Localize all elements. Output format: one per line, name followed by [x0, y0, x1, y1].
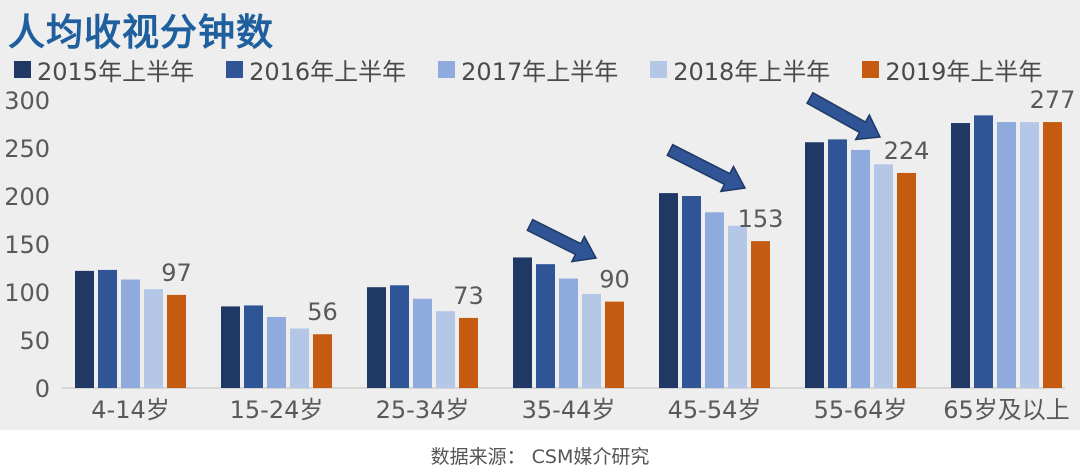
- legend-label-2016: 2016年上半年: [249, 58, 407, 86]
- bar: [459, 317, 478, 388]
- y-tick-label: 150: [4, 231, 50, 259]
- data-label: 153: [738, 205, 784, 233]
- bar: [728, 225, 747, 388]
- legend-item-2019: 2019年上半年: [862, 52, 1042, 87]
- bar: [974, 115, 993, 389]
- bar: [267, 316, 286, 388]
- x-tick-label: 25-34岁: [376, 396, 470, 424]
- bar: [559, 278, 578, 388]
- bar: [951, 123, 970, 388]
- bar: [682, 196, 701, 388]
- bar: [751, 241, 770, 388]
- bar: [221, 306, 240, 388]
- trend-arrow-icon: [806, 91, 882, 141]
- bar: [997, 122, 1016, 388]
- x-tick-label: 15-24岁: [230, 396, 324, 424]
- trend-arrow-icon: [526, 218, 598, 263]
- bar: [167, 294, 186, 388]
- bar: [144, 289, 163, 388]
- legend-item-2016: 2016年上半年: [226, 52, 406, 87]
- bar: [1043, 122, 1062, 388]
- data-label: 277: [1030, 86, 1076, 114]
- legend-label-2018: 2018年上半年: [673, 58, 831, 86]
- chart-title: 人均收视分钟数: [8, 11, 274, 54]
- legend-label-2019: 2019年上半年: [885, 58, 1043, 86]
- x-tick-label: 35-44岁: [522, 396, 616, 424]
- bar: [605, 301, 624, 388]
- legend-swatch-2016: [226, 61, 244, 78]
- x-tick-label: 55-64岁: [814, 396, 908, 424]
- bar: [1020, 122, 1039, 388]
- y-tick-label: 200: [4, 183, 50, 211]
- x-tick-label: 45-54岁: [668, 396, 762, 424]
- legend-label-2015: 2015年上半年: [37, 58, 195, 86]
- bar: [828, 139, 847, 388]
- data-label: 56: [307, 298, 338, 326]
- y-tick-label: 300: [4, 87, 50, 115]
- data-label: 97: [161, 259, 192, 287]
- bar: [851, 149, 870, 388]
- legend-item-2015: 2015年上半年: [14, 52, 194, 87]
- legend-label-2017: 2017年上半年: [461, 58, 619, 86]
- y-tick-label: 0: [35, 375, 50, 403]
- bar: [121, 279, 140, 388]
- bar: [897, 172, 916, 388]
- data-label: 90: [599, 266, 630, 294]
- bar: [436, 311, 455, 388]
- bar: [244, 305, 263, 388]
- bar: [313, 334, 332, 388]
- bar: [98, 269, 117, 388]
- bar: [513, 257, 532, 388]
- legend-swatch-2017: [438, 61, 456, 78]
- bar: [390, 285, 409, 388]
- legend-swatch-2018: [650, 61, 668, 78]
- data-label: 73: [453, 282, 484, 310]
- data-source-note: 数据来源： CSM媒介研究: [430, 446, 650, 468]
- legend-swatch-2015: [14, 61, 31, 78]
- bar: [874, 164, 893, 388]
- y-tick-label: 250: [4, 135, 50, 163]
- bar: [659, 193, 678, 388]
- bar: [805, 142, 824, 388]
- trend-arrow-icon: [666, 143, 747, 193]
- legend-item-2017: 2017年上半年: [438, 52, 618, 87]
- bar-chart: 0 50 100 150 200 250 300 4-14岁 97 15-24岁 56 25-34岁 7…: [4, 86, 1076, 424]
- data-label: 224: [884, 137, 930, 165]
- bar: [582, 293, 601, 388]
- legend-item-2018: 2018年上半年: [650, 52, 830, 87]
- x-tick-label: 65岁及以上: [943, 396, 1070, 424]
- bar: [705, 212, 724, 388]
- bar: [413, 298, 432, 388]
- y-tick-label: 100: [4, 279, 50, 307]
- y-tick-label: 50: [19, 327, 50, 355]
- bar: [536, 264, 555, 388]
- bar: [367, 287, 386, 388]
- chart-legend: 2015年上半年 2016年上半年 2017年上半年 2018年上半年 2019…: [14, 52, 1042, 87]
- x-tick-label: 4-14岁: [91, 396, 169, 424]
- bar: [75, 270, 94, 388]
- legend-swatch-2019: [862, 61, 880, 78]
- bar: [290, 328, 309, 388]
